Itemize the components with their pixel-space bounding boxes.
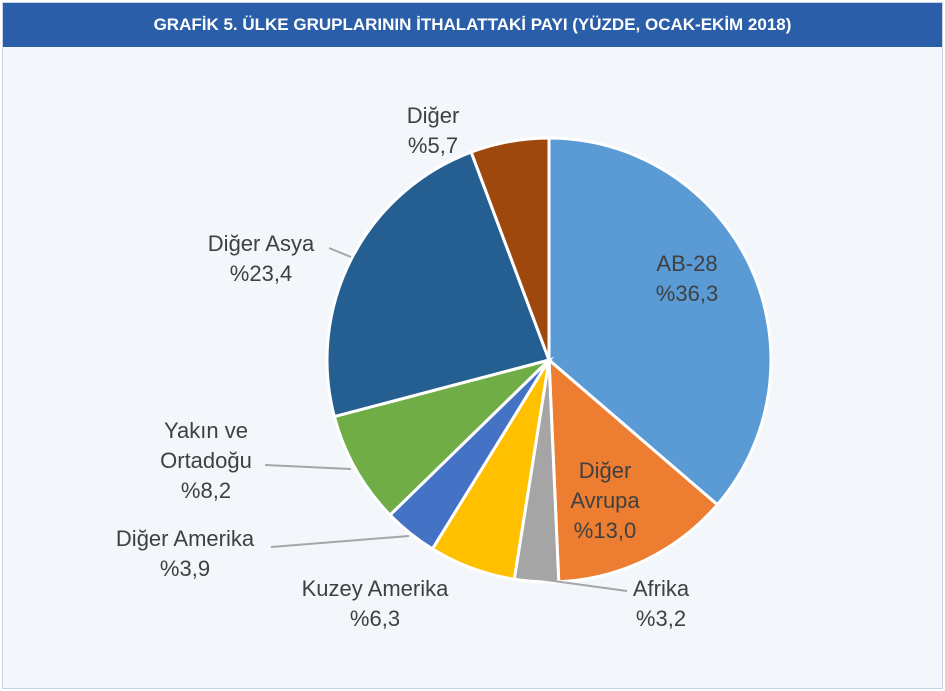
slice-label: Diğer Avrupa %13,0 (555, 456, 655, 546)
category-label: Kuzey Amerika (301, 576, 449, 601)
value-label: %5,7 (407, 133, 459, 158)
category-label: Diğer Avrupa (570, 458, 640, 513)
value-label: %8,2 (180, 478, 232, 503)
value-label: %36,3 (655, 281, 719, 306)
pie-slice (332, 357, 555, 518)
chart (264, 136, 773, 592)
leader-line (264, 464, 352, 470)
pie-slice (547, 356, 720, 584)
slice-label: Kuzey Amerika %6,3 (265, 574, 485, 634)
slice-label: Diğer Amerika %3,9 (90, 524, 280, 584)
slice-label: Afrika %3,2 (611, 574, 711, 634)
chart-title: GRAFİK 5. ÜLKE GRUPLARININ İTHALATTAKİ P… (3, 3, 942, 47)
value-label: %3,2 (635, 606, 687, 631)
category-label: Yakın ve Ortadoğu (160, 418, 252, 473)
pie-slice (325, 150, 551, 419)
value-label: %13,0 (573, 518, 637, 543)
leader-line (538, 578, 628, 592)
slice-label: Diğer Asya %23,4 (186, 229, 336, 289)
value-label: %3,9 (159, 556, 211, 581)
category-label: Afrika (632, 576, 690, 601)
leader-line (270, 535, 410, 548)
slice-label: Diğer %5,7 (383, 101, 483, 161)
value-label: %23,4 (229, 261, 293, 286)
category-label: AB-28 (656, 251, 718, 276)
pie-slice (469, 136, 551, 361)
slice-label: AB-28 %36,3 (627, 249, 747, 309)
slice-label: Yakın ve Ortadoğu %8,2 (141, 416, 271, 506)
category-label: Diğer (406, 103, 460, 128)
category-label: Diğer Asya (207, 231, 315, 256)
pie-slice (547, 136, 773, 507)
category-label: Diğer Amerika (115, 526, 255, 551)
leader-line (328, 247, 352, 258)
value-label: %6,3 (349, 606, 401, 631)
